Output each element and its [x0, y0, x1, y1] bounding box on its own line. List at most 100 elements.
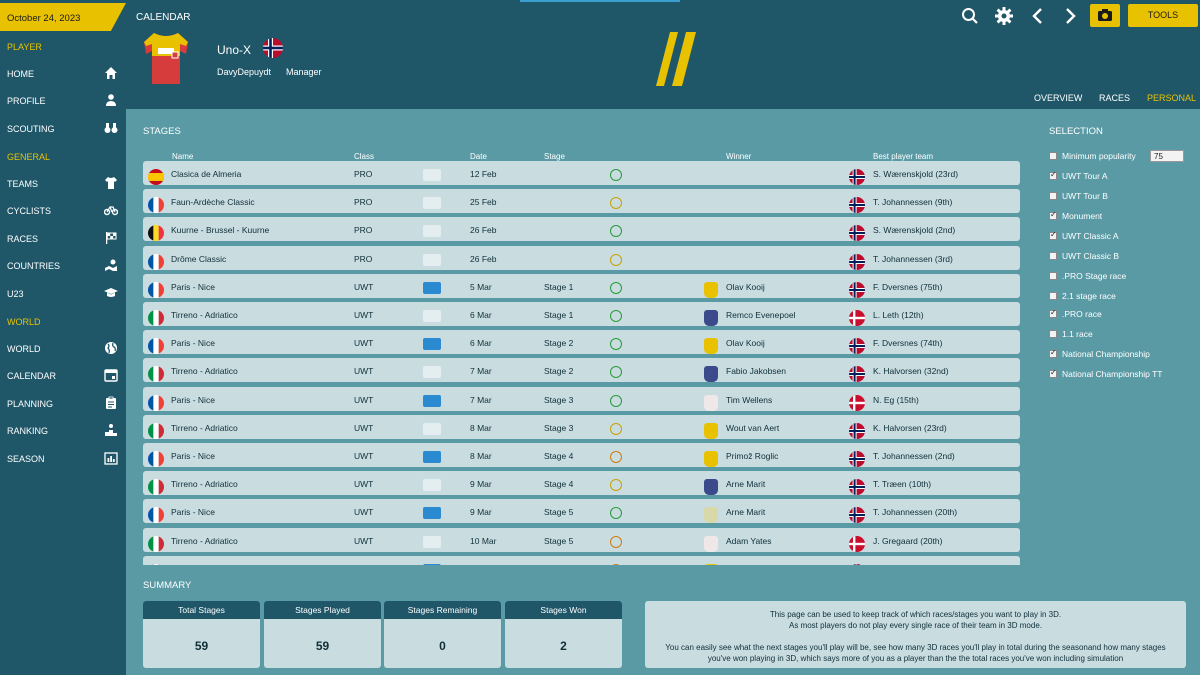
table-row[interactable]: Paris - Nice UWT 8 Mar Stage 4 Primož Roglic… — [143, 443, 1020, 467]
selection-label: UWT Classic A — [1062, 231, 1119, 241]
screenshot-button[interactable] — [1090, 4, 1120, 27]
table-row[interactable]: Tirreno - Adriatico UWT 6 Mar Stage 1 Remco … — [143, 302, 1020, 326]
selection-label: National Championship TT — [1062, 369, 1163, 379]
table-row[interactable]: Kuurne - Brussel - Kuurne PRO 26 Feb S. Wær… — [143, 217, 1020, 242]
race-class: UWT — [354, 338, 374, 349]
race-stage: Stage 4 — [544, 479, 574, 490]
selection-checkbox[interactable] — [1049, 308, 1057, 318]
search-icon[interactable] — [960, 6, 980, 26]
norway-flag-icon — [849, 563, 865, 565]
popularity-input[interactable]: 75 — [1150, 150, 1184, 162]
selection-checkbox[interactable] — [1049, 330, 1057, 338]
chevron-left-icon[interactable] — [1028, 6, 1048, 26]
page-title: CALENDAR — [136, 12, 191, 23]
table-row[interactable]: Paris - Nice UWT 5 Mar Stage 1 Olav Kooij F. … — [143, 273, 1020, 298]
stages-title: STAGES — [143, 126, 181, 137]
chevron-right-icon[interactable] — [1060, 6, 1080, 26]
nav-item-ranking[interactable]: RANKING — [0, 418, 126, 442]
nav-item-races[interactable]: RACES — [0, 226, 126, 250]
bicycle-icon — [104, 206, 118, 216]
denmark-flag-icon — [849, 310, 865, 326]
selection-checkbox[interactable] — [1049, 348, 1057, 358]
race-stage: Stage 2 — [544, 338, 574, 349]
selection-checkbox[interactable] — [1049, 210, 1057, 220]
france-flag-icon — [148, 507, 164, 524]
gear-icon[interactable] — [994, 6, 1014, 26]
selection-checkbox[interactable] — [1049, 170, 1057, 180]
nav-item-world[interactable]: WORLD — [0, 336, 126, 360]
norway-flag-icon — [849, 479, 865, 496]
nav-item-label: RACES — [7, 234, 39, 244]
stat-stages-won: Stages Won 2 — [505, 601, 622, 668]
stage-profile-icon — [610, 253, 622, 266]
race-class: UWT — [354, 394, 374, 405]
france-flag-icon — [148, 451, 164, 467]
table-row[interactable]: Tirreno - Adriatico UWT 9 Mar Stage 4 Arne M… — [143, 471, 1020, 496]
selection-label: .PRO Stage race — [1062, 271, 1127, 281]
race-name: Paris - Nice — [171, 564, 215, 565]
race-name: Paris - Nice — [171, 507, 215, 518]
race-logo-icon — [423, 563, 441, 565]
winner-jersey-icon — [704, 366, 718, 383]
table-row[interactable]: Tirreno - Adriatico UWT 8 Mar Stage 3 Wout v… — [143, 414, 1020, 439]
table-row[interactable]: Paris - Nice UWT 9 Mar Stage 5 Arne Marit T. … — [143, 499, 1020, 524]
race-class: UWT — [354, 451, 374, 461]
race-winner: Fabio Jakobsen — [726, 366, 787, 377]
nav-item-scouting[interactable]: SCOUTING — [0, 116, 126, 140]
nav-item-label: SCOUTING — [7, 124, 55, 134]
nav-item-home[interactable]: HOME — [0, 61, 126, 85]
selection-checkbox[interactable] — [1049, 252, 1057, 260]
best-player-team: T. Johannessen (9th) — [873, 197, 953, 208]
nav-item-cyclists[interactable]: CYCLISTS — [0, 198, 126, 222]
race-class: UWT — [354, 479, 374, 490]
map-pin-icon — [105, 259, 117, 271]
selection-label: National Championship — [1062, 349, 1150, 359]
race-name: Tirreno - Adriatico — [171, 422, 238, 433]
race-class: UWT — [354, 564, 373, 565]
race-class: UWT — [354, 281, 374, 292]
nav-item-label: CALENDAR — [7, 371, 57, 381]
selection-checkbox[interactable] — [1049, 192, 1057, 200]
selection-checkbox[interactable] — [1049, 368, 1057, 378]
summary-title: SUMMARY — [143, 580, 192, 591]
nav-item-teams[interactable]: TEAMS — [0, 171, 126, 195]
race-logo-icon — [423, 281, 441, 294]
stat-stages-remaining: Stages Remaining 0 — [384, 601, 501, 668]
table-row[interactable]: Drôme Classic PRO 26 Feb T. Johannessen (3r… — [143, 245, 1020, 270]
nav-item-planning[interactable]: PLANNING — [0, 391, 126, 415]
race-stage: Stage 2 — [544, 366, 574, 377]
selection-checkbox[interactable] — [1049, 230, 1057, 240]
race-date: 10 Mar — [470, 564, 496, 565]
selection-checkbox[interactable] — [1049, 152, 1057, 160]
table-row[interactable]: Paris - Nice UWT 6 Mar Stage 2 Olav Kooij F. … — [143, 330, 1020, 355]
norway-flag-icon — [849, 507, 865, 524]
nav-item-countries[interactable]: COUNTRIES — [0, 253, 126, 277]
selection-checkbox[interactable] — [1049, 272, 1057, 280]
table-row[interactable]: Paris - Nice UWT 7 Mar Stage 3 Tim Wellens N.… — [143, 386, 1020, 411]
race-name: Tirreno - Adriatico — [171, 310, 238, 320]
selection-title: SELECTION — [1049, 126, 1103, 137]
stage-profile-icon — [610, 451, 622, 463]
tab-overview[interactable]: OVERVIEW — [1034, 93, 1083, 103]
table-row[interactable]: Faun-Ardèche Classic PRO 25 Feb T. Johannes… — [143, 189, 1020, 214]
graduation-cap-icon — [104, 288, 118, 297]
checkered-flag-icon — [106, 232, 117, 244]
nav-item-u23[interactable]: U23 — [0, 281, 126, 305]
tab-races[interactable]: RACES — [1099, 93, 1131, 103]
table-row[interactable]: Tirreno - Adriatico UWT 10 Mar Stage 5 Adam … — [143, 527, 1020, 552]
table-row[interactable]: Paris - Nice UWT 10 Mar Stage 6 Primož Rogli… — [143, 555, 1020, 565]
selection-checkbox[interactable] — [1049, 292, 1057, 300]
nav-item-label: PLANNING — [7, 399, 54, 409]
stat-value: 0 — [439, 639, 446, 653]
stat-label: Total Stages — [143, 601, 260, 619]
best-player-team: T. Johannessen (3rd) — [873, 253, 953, 264]
nav-item-season[interactable]: SEASON — [0, 446, 126, 470]
norway-flag-icon — [849, 422, 865, 439]
table-row[interactable]: Clasica de Almeria PRO 12 Feb S. Wærenskjol… — [143, 161, 1020, 185]
col-class: Class — [354, 152, 375, 161]
table-row[interactable]: Tirreno - Adriatico UWT 7 Mar Stage 2 Fabio … — [143, 358, 1020, 383]
nav-item-profile[interactable]: PROFILE — [0, 88, 126, 112]
nav-item-calendar[interactable]: CALENDAR — [0, 363, 126, 387]
tab-personal[interactable]: PERSONAL — [1147, 93, 1197, 103]
tools-button[interactable]: TOOLS — [1128, 4, 1198, 27]
